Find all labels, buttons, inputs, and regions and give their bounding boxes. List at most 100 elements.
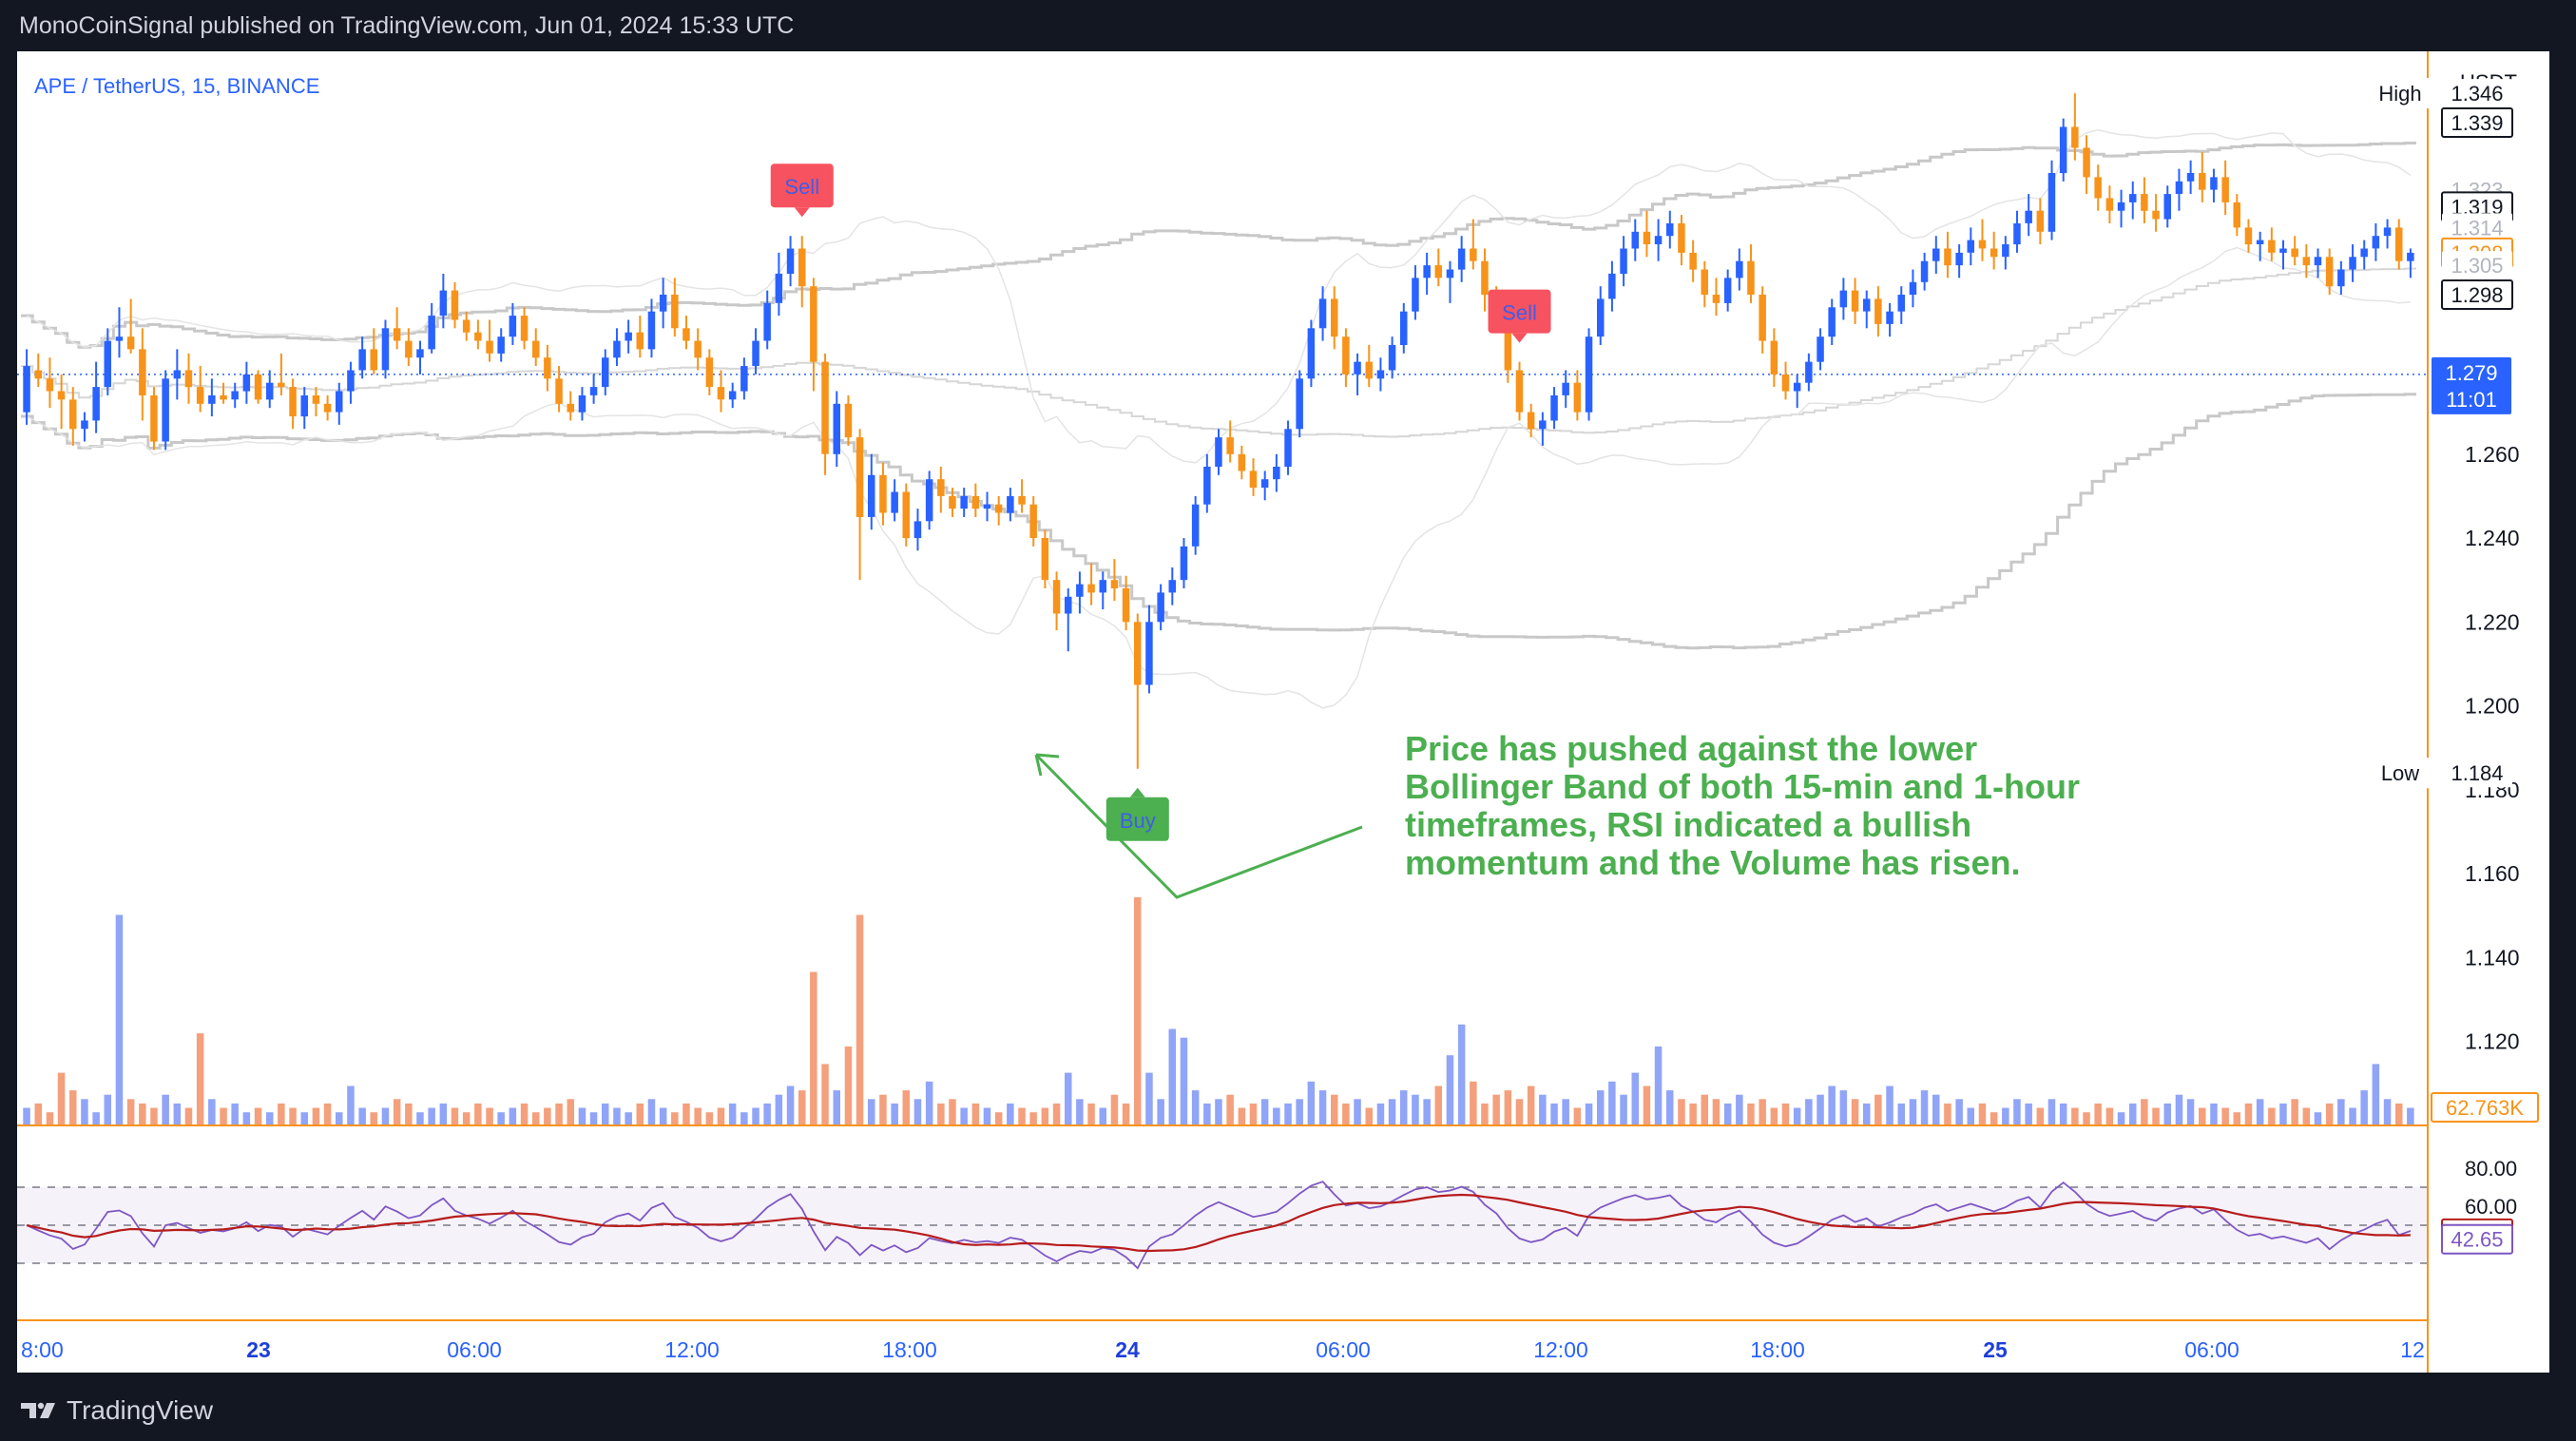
volume-bar — [104, 1094, 111, 1125]
candle — [694, 328, 702, 371]
candle — [347, 361, 355, 404]
volume-bar — [1666, 1090, 1674, 1125]
candle — [1087, 563, 1095, 605]
volume-bar — [1643, 1086, 1651, 1125]
volume-bar — [2071, 1107, 2079, 1125]
volume-bar — [2175, 1094, 2183, 1125]
volume-bar — [278, 1103, 285, 1125]
time-tick: 06:00 — [447, 1337, 502, 1362]
candle — [2186, 160, 2195, 195]
tradingview-logo[interactable]: TradingView — [19, 1395, 213, 1426]
candle — [1376, 357, 1385, 392]
volume-bar — [2047, 1099, 2056, 1125]
volume-bar — [1689, 1103, 1697, 1125]
volume-bar — [578, 1107, 586, 1125]
candle — [1168, 567, 1176, 605]
candle — [2221, 160, 2229, 216]
candle — [2383, 219, 2392, 249]
volume-bar — [428, 1107, 435, 1125]
volume-bar — [1759, 1099, 1766, 1125]
chart-panel[interactable]: Sell Sell Buy Price has pushed against the… — [17, 51, 2549, 1373]
candle — [1180, 538, 1188, 588]
price-tick: 1.240 — [2465, 526, 2520, 550]
candle — [567, 391, 574, 421]
volume-bar — [2233, 1112, 2240, 1125]
candle — [589, 374, 598, 404]
price-tick: 1.260 — [2465, 442, 2520, 467]
volume-bar — [1585, 1103, 1593, 1125]
volume-bar — [1076, 1099, 1084, 1125]
volume-bar — [347, 1086, 355, 1125]
buy-signal[interactable]: Buy — [1105, 787, 1169, 841]
candle — [2291, 236, 2298, 266]
candle — [34, 353, 42, 388]
time-axis[interactable]: 8:00 23 06:00 12:00 18:00 24 06:00 12:00 18:00 25… — [21, 1337, 2425, 1362]
volume-bar — [2395, 1103, 2403, 1125]
volume-bar — [2407, 1107, 2414, 1125]
candle — [2129, 181, 2137, 220]
candle — [844, 394, 853, 446]
volume-bar — [1747, 1103, 1755, 1125]
publish-text: MonoCoinSignal published on TradingView.… — [19, 12, 795, 39]
candle — [1736, 248, 1743, 291]
candle — [833, 391, 840, 467]
candle — [1065, 588, 1072, 652]
candle — [2256, 231, 2264, 261]
candle — [1689, 240, 1697, 282]
volume-bar — [1805, 1099, 1813, 1125]
candle — [1527, 403, 1535, 438]
candle — [1897, 286, 1905, 324]
time-tick: 12:00 — [664, 1337, 720, 1362]
volume-bar — [1851, 1099, 1859, 1125]
volume-bar — [2186, 1099, 2195, 1125]
volume-bar — [2337, 1099, 2345, 1125]
volume-bar — [1087, 1103, 1095, 1125]
sell-signal[interactable]: Sell — [1488, 289, 1551, 343]
candle — [752, 328, 759, 375]
candle — [1215, 429, 1222, 475]
volume-bar — [1307, 1081, 1316, 1125]
volume-bar — [1110, 1094, 1119, 1125]
signal-markers[interactable]: Sell Sell Buy — [770, 163, 1551, 841]
candle — [1388, 336, 1396, 379]
candles — [23, 93, 2414, 769]
bar-countdown: 11:01 — [2446, 388, 2496, 412]
candle — [1654, 219, 1663, 261]
chart-svg[interactable]: Sell Sell Buy Price has pushed against the… — [17, 51, 2549, 1373]
volume-bar — [1099, 1107, 1106, 1125]
candle — [728, 382, 737, 409]
volume-bar — [1990, 1112, 1998, 1125]
current-price-badge[interactable]: 1.279 11:01 — [2432, 356, 2511, 414]
volume-bar — [602, 1103, 609, 1125]
annotation: Price has pushed against the lowerBollin… — [1034, 729, 2080, 899]
volume-bar — [451, 1107, 459, 1125]
volume-bar — [69, 1090, 77, 1125]
candle — [323, 394, 332, 421]
candle — [393, 307, 401, 350]
volume-bar — [1215, 1099, 1222, 1125]
svg-text:High: High — [2378, 82, 2421, 106]
volume-bar — [2279, 1103, 2287, 1125]
candle — [1249, 458, 1258, 496]
volume-bar — [462, 1112, 471, 1125]
price-axis[interactable]: USDT1.2601.2401.2201.2001.1801.1601.1401… — [2365, 51, 2549, 1373]
volume-bar — [1828, 1086, 1836, 1125]
volume-bar — [231, 1103, 239, 1125]
candle — [1712, 278, 1721, 317]
candle — [1423, 252, 1431, 296]
volume-bar — [659, 1107, 667, 1125]
candle — [798, 236, 806, 308]
candle — [1365, 344, 1373, 388]
candle — [520, 307, 529, 350]
candle — [381, 319, 390, 379]
svg-text:1.314: 1.314 — [2451, 216, 2503, 240]
sell-signal[interactable]: Sell — [770, 163, 834, 218]
candle — [1273, 453, 1280, 492]
candle — [2210, 168, 2218, 202]
volume-bar — [1145, 1072, 1153, 1125]
candle — [971, 483, 980, 517]
volume-bar — [115, 914, 124, 1125]
volume-bar — [1654, 1046, 1663, 1125]
candle — [2395, 219, 2403, 270]
candle — [46, 357, 54, 409]
